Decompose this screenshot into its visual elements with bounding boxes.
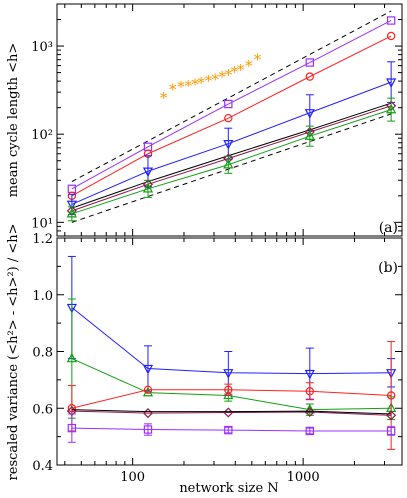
series-0-0	[67, 16, 396, 194]
x-tick-label-1: 100	[120, 470, 145, 485]
series-1-0	[66, 255, 397, 400]
data-point-1-5	[224, 425, 233, 435]
data-point-0-5	[66, 207, 77, 218]
series-1-2	[67, 341, 396, 450]
data-point-1-5	[67, 423, 77, 433]
star-point: *	[160, 89, 168, 107]
star-point: *	[205, 72, 213, 90]
data-point-0-5	[223, 158, 234, 169]
data-point-1-2	[143, 385, 153, 395]
star-point: *	[197, 74, 205, 92]
guide-line-0	[71, 10, 392, 183]
data-point-1-1	[66, 352, 77, 363]
y-tick-label-1: 0.4	[32, 459, 53, 474]
data-point-0-1	[305, 72, 315, 81]
panel-a-ylabel: mean cycle length <h>	[6, 43, 21, 198]
panel-b-ylabel: rescaled variance (<h²> - <h>²) / <h>	[6, 224, 21, 481]
data-point-1-2	[67, 404, 77, 413]
y-tick-label-0: 10³	[31, 40, 53, 55]
series-1-1	[66, 298, 397, 421]
data-point-1-5	[143, 425, 153, 434]
data-point-1-5	[305, 426, 315, 436]
series-line-1-4	[71, 409, 392, 415]
data-point-0-5	[304, 130, 315, 140]
data-point-1-1	[223, 389, 234, 400]
panel-a-label: (a)	[379, 220, 398, 236]
data-point-1-0	[304, 369, 315, 380]
series-line-0-1	[71, 35, 392, 197]
data-point-0-0	[224, 99, 233, 109]
star-point: *	[237, 61, 245, 79]
panel-b-label: (b)	[378, 260, 398, 276]
guide-line-1	[71, 113, 392, 223]
data-point-1-2	[386, 391, 396, 400]
star-point: *	[211, 70, 219, 88]
star-point: *	[218, 68, 226, 86]
panel-b-ticks: 0.4 0.6 0.8 1.0 1.2 100 1000	[32, 232, 402, 485]
data-point-0-1	[224, 113, 233, 123]
data-point-0-0	[386, 16, 396, 25]
y-tick-label-1: 1.2	[32, 232, 53, 247]
series-0-1	[67, 31, 396, 201]
panel-a-guide-lines	[71, 10, 392, 223]
data-point-1-5	[386, 426, 396, 436]
series-line-1-3	[71, 410, 392, 416]
series-0-3	[71, 102, 392, 209]
panel-a-ticks: 10¹ 10² 10³	[31, 3, 402, 237]
panel-a-series	[66, 16, 397, 222]
data-point-0-2	[304, 109, 315, 119]
y-tick-label-0: 10¹	[31, 216, 53, 231]
data-point-0-5	[142, 182, 154, 193]
data-point-1-1	[304, 403, 315, 414]
data-point-0-2	[142, 167, 154, 178]
y-tick-label-1: 0.6	[32, 402, 53, 417]
series-line-1-0	[71, 307, 392, 375]
series-line-0-5	[71, 109, 392, 215]
data-point-0-5	[386, 103, 397, 114]
series-line-0-3	[71, 102, 392, 209]
data-point-0-1	[386, 31, 396, 41]
x-tick-label-1: 1000	[287, 470, 320, 485]
series-0-2	[66, 61, 397, 215]
y-tick-label-0: 10²	[31, 128, 53, 143]
panel-a-frame	[56, 3, 403, 237]
star-point: *	[177, 78, 185, 96]
data-point-1-0	[223, 369, 234, 379]
data-point-1-3	[223, 407, 234, 418]
star-point: *	[254, 51, 262, 69]
star-point: *	[169, 80, 177, 98]
data-point-1-3	[304, 406, 315, 417]
panel-b-xlabel: network size N	[179, 481, 278, 496]
data-point-1-2	[224, 385, 233, 395]
star-point: *	[231, 63, 239, 81]
panel-a-scatter: * * * * ** * * **** * *	[160, 51, 262, 107]
series-line-0-0	[71, 20, 392, 190]
y-tick-label-1: 1.0	[32, 289, 53, 304]
series-1-5	[67, 413, 396, 443]
data-point-0-0	[305, 58, 315, 67]
data-point-0-2	[223, 140, 234, 150]
series-0-5	[66, 97, 397, 222]
series-1-4	[71, 409, 392, 415]
data-point-1-1	[142, 386, 154, 397]
panel-b-series	[66, 255, 397, 450]
data-point-0-2	[386, 78, 397, 88]
star-point: *	[245, 57, 253, 75]
star-point: *	[185, 77, 193, 95]
star-point: *	[225, 66, 233, 84]
data-point-1-2	[305, 387, 315, 396]
panel-b: 0.4 0.6 0.8 1.0 1.2 100 1000 (b) rescaled vari…	[6, 224, 403, 496]
star-point: *	[191, 76, 199, 94]
data-point-0-2	[66, 200, 77, 211]
y-tick-label-1: 0.8	[32, 346, 53, 361]
data-point-1-0	[142, 364, 154, 375]
